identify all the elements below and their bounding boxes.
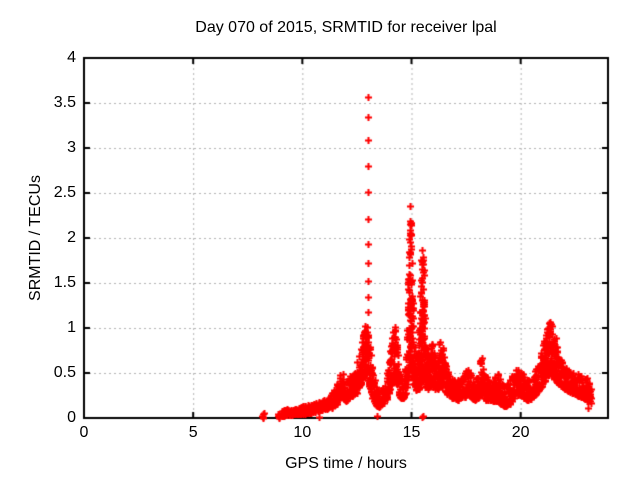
- x-tick-label: 15: [402, 424, 421, 441]
- chart-title: Day 070 of 2015, SRMTID for receiver lpa…: [195, 19, 497, 36]
- y-tick-label: 4: [67, 49, 76, 66]
- y-tick-label: 3: [67, 139, 76, 156]
- y-tick-label: 2.5: [53, 184, 76, 201]
- x-axis-title: GPS time / hours: [285, 455, 407, 472]
- x-tick-label: 20: [511, 424, 530, 441]
- y-tick-label: 0: [67, 409, 76, 426]
- y-tick-label: 2: [67, 229, 76, 246]
- y-tick-label: 1: [67, 319, 76, 336]
- x-tick-label: 10: [293, 424, 312, 441]
- y-tick-label: 0.5: [53, 364, 76, 381]
- x-tick-label: 5: [188, 424, 198, 441]
- x-tick-label: 0: [79, 424, 89, 441]
- y-tick-label: 1.5: [53, 274, 76, 291]
- y-tick-label: 3.5: [53, 94, 76, 111]
